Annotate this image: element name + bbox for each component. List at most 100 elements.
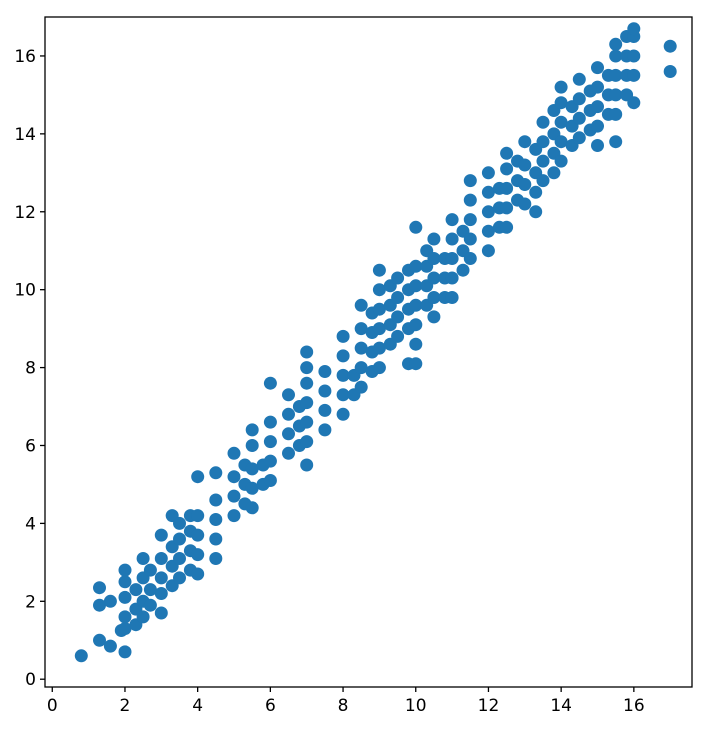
data-point xyxy=(93,598,106,612)
data-point xyxy=(336,407,350,421)
data-point xyxy=(609,88,623,102)
data-point xyxy=(481,244,495,258)
data-point xyxy=(93,581,106,595)
data-point xyxy=(500,181,514,195)
data-point xyxy=(227,509,241,523)
x-tick-label: 10 xyxy=(405,696,427,716)
data-point xyxy=(282,446,295,460)
data-point xyxy=(427,271,441,285)
data-point xyxy=(300,415,314,429)
data-point xyxy=(318,403,332,417)
data-point xyxy=(154,587,168,600)
data-point xyxy=(391,291,405,304)
data-point xyxy=(227,446,241,460)
y-tick-label: 0 xyxy=(25,670,36,690)
data-point xyxy=(173,516,186,530)
data-point xyxy=(263,435,277,449)
data-point xyxy=(463,232,477,246)
data-point xyxy=(282,427,295,441)
data-point xyxy=(391,271,405,285)
data-point xyxy=(227,489,241,503)
data-point xyxy=(518,197,532,211)
data-point xyxy=(136,552,150,565)
data-point xyxy=(463,213,477,227)
data-point xyxy=(663,39,677,53)
data-point xyxy=(118,610,132,624)
data-point xyxy=(427,310,441,324)
data-point xyxy=(456,263,470,277)
data-point xyxy=(245,462,259,476)
data-point xyxy=(263,474,277,487)
data-point xyxy=(154,528,168,542)
data-point xyxy=(300,435,314,449)
data-point xyxy=(173,532,186,546)
data-point xyxy=(609,107,623,121)
data-point xyxy=(372,263,386,277)
data-point xyxy=(663,65,677,78)
data-point xyxy=(245,481,259,495)
y-tick-label: 10 xyxy=(14,281,36,301)
data-point xyxy=(391,329,405,343)
data-point xyxy=(300,345,314,359)
data-point xyxy=(518,158,532,172)
data-point xyxy=(427,232,441,246)
x-tick-label: 4 xyxy=(192,696,203,716)
data-point xyxy=(536,115,550,129)
data-point xyxy=(627,49,641,63)
y-tick-label: 12 xyxy=(14,203,36,223)
data-point xyxy=(627,96,641,110)
x-tick-label: 6 xyxy=(265,696,276,716)
data-point xyxy=(282,407,295,421)
data-point xyxy=(318,423,332,437)
data-point xyxy=(354,341,368,355)
data-point xyxy=(591,119,604,133)
data-point xyxy=(609,37,623,51)
y-tick-label: 8 xyxy=(25,359,36,379)
data-point xyxy=(463,193,477,207)
data-point xyxy=(547,166,561,180)
data-point xyxy=(554,80,568,94)
data-point xyxy=(336,349,350,363)
data-point xyxy=(154,571,168,585)
data-points xyxy=(74,22,677,663)
data-point xyxy=(591,139,604,152)
x-tick-label: 2 xyxy=(120,696,131,716)
y-tick-label: 2 xyxy=(25,592,36,612)
data-point xyxy=(554,135,568,149)
data-point xyxy=(336,329,350,343)
data-point xyxy=(536,174,550,188)
y-tick-label: 4 xyxy=(25,514,36,534)
data-point xyxy=(463,252,477,265)
data-point xyxy=(445,232,459,246)
data-point xyxy=(263,415,277,429)
data-point xyxy=(143,598,157,612)
data-point xyxy=(191,528,205,542)
data-point xyxy=(445,291,459,304)
data-point xyxy=(481,166,495,180)
data-point xyxy=(118,622,132,636)
data-point xyxy=(536,135,550,149)
data-point xyxy=(500,201,514,215)
data-point xyxy=(209,552,223,565)
data-point xyxy=(372,302,386,316)
data-point xyxy=(118,575,132,589)
data-point xyxy=(209,513,223,526)
x-tick-label: 14 xyxy=(550,696,572,716)
data-point xyxy=(263,454,277,468)
data-point xyxy=(74,649,88,663)
data-point xyxy=(154,552,168,565)
data-point xyxy=(554,115,568,129)
data-point xyxy=(627,68,641,82)
data-point xyxy=(591,100,604,114)
data-point xyxy=(191,548,205,562)
data-point xyxy=(191,509,205,523)
data-point xyxy=(609,68,623,82)
data-point xyxy=(500,162,514,176)
data-point xyxy=(263,376,277,390)
data-point xyxy=(354,380,368,394)
data-point xyxy=(409,318,423,332)
x-tick-label: 0 xyxy=(47,696,58,716)
data-point xyxy=(427,252,441,265)
data-point xyxy=(354,322,368,336)
data-point xyxy=(481,205,495,219)
